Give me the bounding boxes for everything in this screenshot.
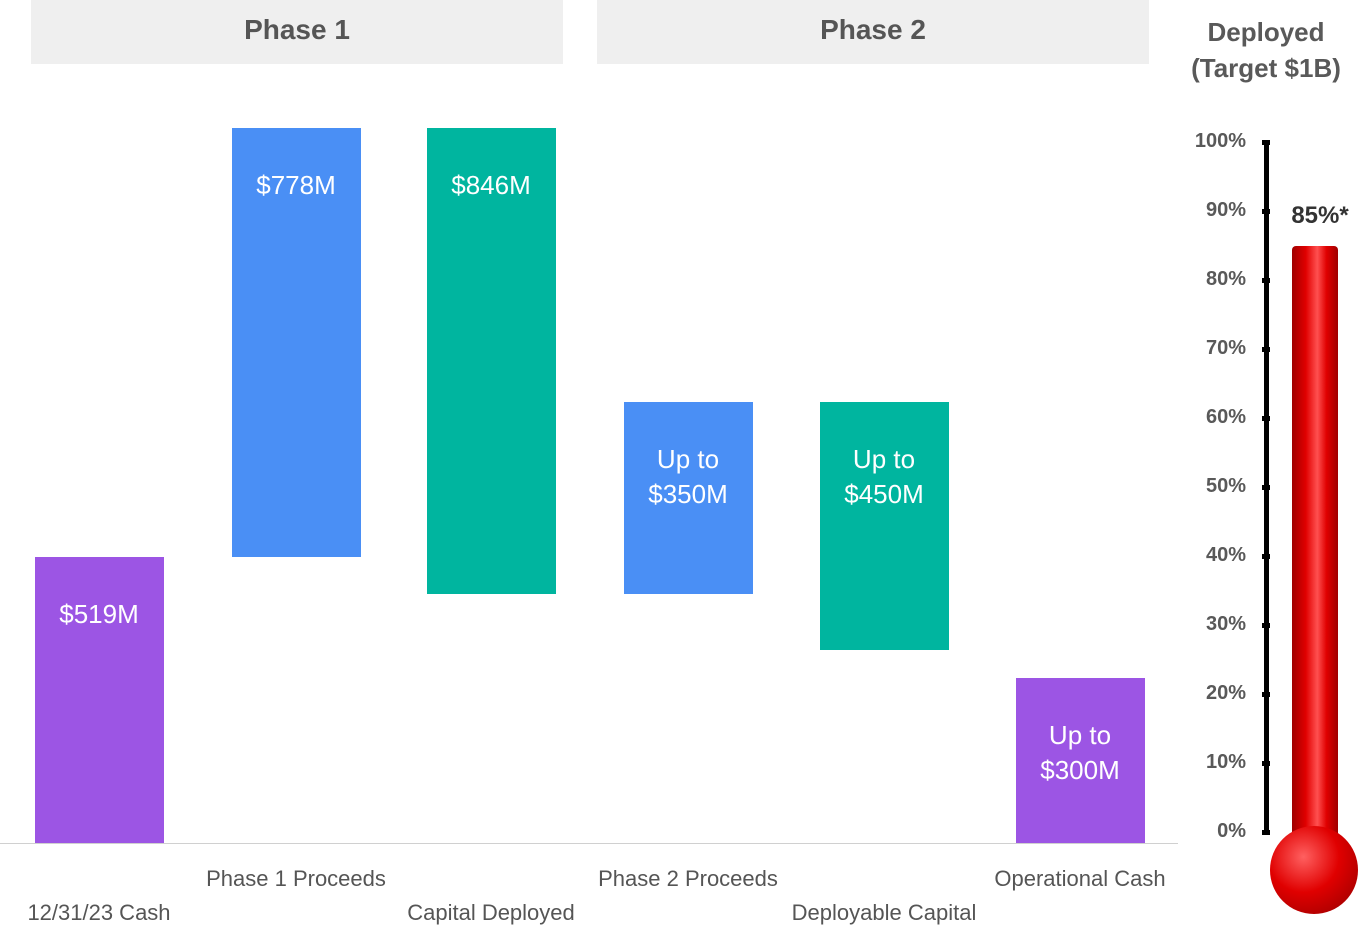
tick-mark <box>1262 554 1270 559</box>
bar <box>426 128 556 595</box>
y-tick-label: 60% <box>1205 406 1246 428</box>
value-label: Up to $350M <box>648 443 728 509</box>
value-label: $846M <box>451 170 531 201</box>
tick-mark <box>1262 278 1270 283</box>
category-label: Capital Deployed <box>407 900 575 925</box>
thermometer-bulb <box>1270 826 1358 914</box>
value-label: Up to $300M <box>1040 719 1120 785</box>
tick-mark <box>1262 416 1270 421</box>
y-tick-label: 20% <box>1205 682 1246 704</box>
y-tick-label: 70% <box>1205 337 1246 359</box>
y-tick-label: 50% <box>1205 475 1246 497</box>
tick-mark <box>1262 623 1270 628</box>
tick-mark <box>1262 830 1270 835</box>
value-label: Up to $450M <box>844 443 924 509</box>
tick-mark <box>1262 692 1270 697</box>
value-label: $778M <box>256 170 336 201</box>
y-tick-label: 100% <box>1194 130 1246 152</box>
tick-mark <box>1262 347 1270 352</box>
category-label: Phase 2 Proceeds <box>598 866 778 891</box>
chart-title: Deployed (Target $1B) <box>1191 17 1341 83</box>
y-tick-label: 90% <box>1205 199 1246 221</box>
thermometer-tube <box>1292 245 1338 860</box>
baseline <box>0 843 1178 844</box>
category-label: Deployable Capital <box>791 900 977 925</box>
bar <box>231 128 361 558</box>
y-tick-label: 40% <box>1205 544 1246 566</box>
bar <box>623 401 753 595</box>
bar <box>34 557 164 843</box>
phase-header: Phase 1 <box>31 0 563 64</box>
tick-mark <box>1262 485 1270 490</box>
y-tick-label: 0% <box>1217 820 1246 842</box>
category-label: Phase 1 Proceeds <box>206 866 386 891</box>
category-label: 12/31/23 Cash <box>27 900 171 925</box>
y-tick-label: 10% <box>1205 751 1246 773</box>
tick-mark <box>1262 209 1270 214</box>
value-label: $519M <box>59 599 139 630</box>
phase-header: Phase 2 <box>597 0 1149 64</box>
category-label: Operational Cash <box>994 866 1166 891</box>
tick-mark <box>1262 761 1270 766</box>
tick-mark <box>1262 140 1270 145</box>
bar <box>1015 677 1145 843</box>
y-tick-label: 30% <box>1205 613 1246 635</box>
y-tick-label: 80% <box>1205 268 1246 290</box>
bar <box>819 401 949 650</box>
value-label: 85%* <box>1291 202 1349 229</box>
